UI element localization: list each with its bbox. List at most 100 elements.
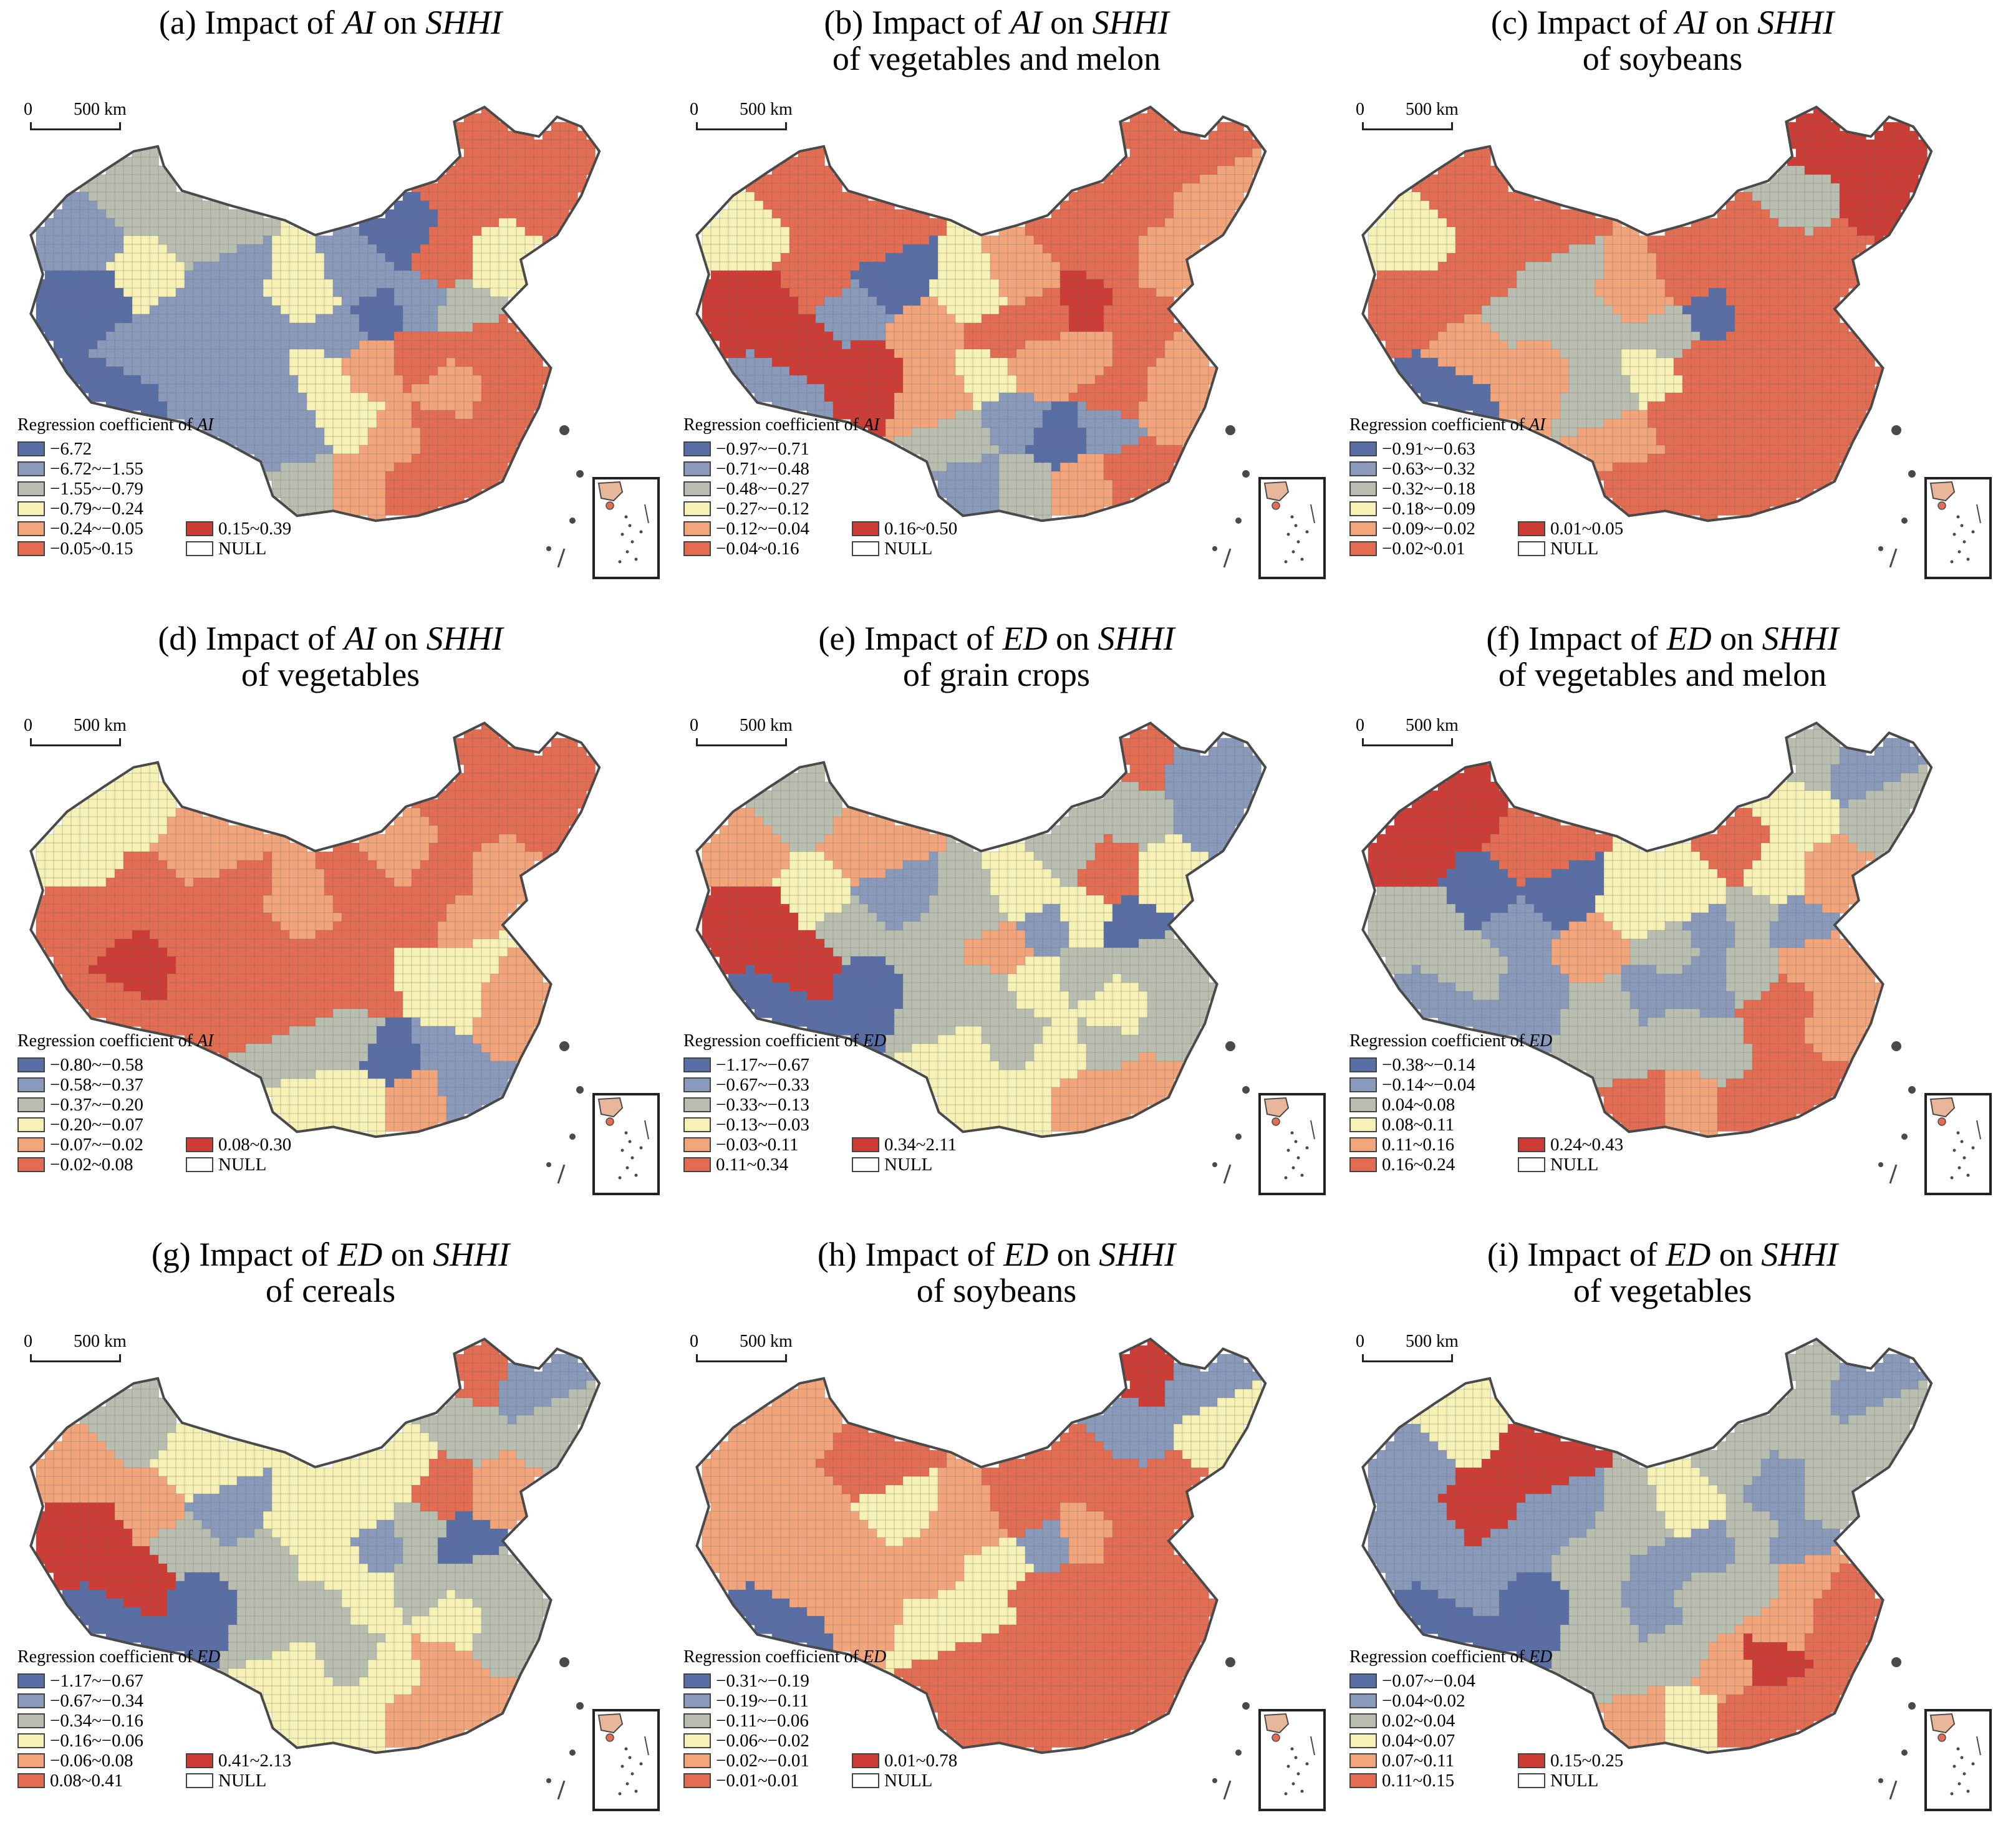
region-cell: [1112, 445, 1122, 455]
region-cell: [1094, 279, 1104, 289]
region-cell: [876, 270, 886, 280]
region-cell: [1068, 349, 1078, 359]
region-cell: [411, 383, 421, 393]
region-cell: [1420, 183, 1430, 193]
region-cell: [158, 375, 168, 385]
region-cell: [1795, 287, 1805, 297]
region-cell: [1787, 279, 1797, 289]
region-cell: [1173, 253, 1183, 262]
region-cell: [193, 331, 203, 341]
region-cell: [1542, 226, 1552, 236]
region-cell: [902, 357, 912, 367]
region-cell: [1121, 191, 1131, 201]
region-cell: [1402, 209, 1412, 219]
region-cell: [236, 305, 246, 315]
region-cell: [1217, 218, 1227, 228]
region-cell: [140, 349, 150, 359]
region-cell: [236, 340, 246, 350]
region-cell: [140, 322, 150, 332]
region-cell: [1778, 209, 1788, 219]
region-cell: [1839, 139, 1849, 149]
region-cell: [70, 200, 80, 210]
region-cell: [920, 270, 930, 280]
region-cell: [359, 270, 369, 280]
region-cell: [437, 436, 447, 446]
region-cell: [894, 331, 904, 341]
region-cell: [1795, 139, 1805, 149]
region-cell: [1129, 235, 1139, 245]
region-cell: [1856, 139, 1866, 149]
region-cell: [1603, 270, 1613, 280]
boundary-dash: [557, 548, 566, 568]
region-cell: [236, 235, 246, 245]
region-cell: [420, 349, 430, 359]
region-cell: [736, 357, 746, 367]
region-cell: [771, 209, 781, 219]
region-cell: [201, 383, 211, 393]
region-cell: [210, 261, 220, 271]
region-cell: [1481, 226, 1491, 236]
region-cell: [524, 156, 534, 166]
region-cell: [1147, 453, 1157, 463]
region-cell: [1173, 349, 1183, 359]
region-cell: [1813, 226, 1823, 236]
region-cell: [728, 279, 738, 289]
region-cell: [402, 261, 412, 271]
region-cell: [551, 165, 561, 175]
region-cell: [1743, 226, 1753, 236]
region-cell: [359, 305, 369, 315]
region-cell: [428, 357, 438, 367]
region-cell: [1016, 375, 1026, 385]
region-cell: [929, 340, 939, 350]
region-cell: [1025, 235, 1035, 245]
region-cell: [1787, 270, 1797, 280]
region-cell: [341, 357, 351, 367]
region-cell: [324, 235, 334, 245]
region-cell: [498, 270, 508, 280]
region-cell: [472, 462, 482, 472]
region-cell: [472, 479, 482, 489]
region-cell: [1787, 261, 1797, 271]
region-cell: [359, 383, 369, 393]
region-cell: [367, 314, 377, 324]
region-cell: [385, 270, 395, 280]
region-cell: [219, 331, 229, 341]
region-cell: [1568, 296, 1578, 306]
region-cell: [455, 383, 465, 393]
region-cell: [1164, 427, 1174, 437]
region-cell: [1673, 253, 1683, 262]
legend-item: −0.24~−0.05: [17, 519, 143, 539]
region-cell: [832, 366, 842, 376]
region-cell: [1490, 296, 1500, 306]
region-cell: [393, 331, 403, 341]
region-cell: [289, 314, 299, 324]
region-cell: [551, 148, 561, 158]
region-cell: [1612, 226, 1622, 236]
region-cell: [114, 331, 124, 341]
region-cell: [1429, 226, 1439, 236]
region-cell: [158, 235, 168, 245]
region-cell: [754, 331, 764, 341]
region-cell: [472, 156, 482, 166]
region-cell: [350, 305, 360, 315]
region-cell: [1507, 340, 1517, 350]
region-cell: [815, 191, 825, 201]
region-cell: [1129, 357, 1139, 367]
region-cell: [228, 349, 238, 359]
region-cell: [516, 349, 526, 359]
region-cell: [832, 383, 842, 393]
region-cell: [789, 270, 799, 280]
region-cell: [981, 322, 991, 332]
region-cell: [1077, 218, 1087, 228]
region-cell: [1217, 174, 1227, 184]
region-cell: [324, 287, 334, 297]
region-cell: [1121, 366, 1131, 376]
region-cell: [780, 183, 790, 193]
region-cell: [1164, 148, 1174, 158]
region-cell: [1455, 235, 1465, 245]
region-cell: [140, 261, 150, 271]
region-cell: [754, 287, 764, 297]
region-cell: [998, 392, 1008, 402]
region-cell: [1042, 279, 1052, 289]
region-cell: [1007, 349, 1017, 359]
